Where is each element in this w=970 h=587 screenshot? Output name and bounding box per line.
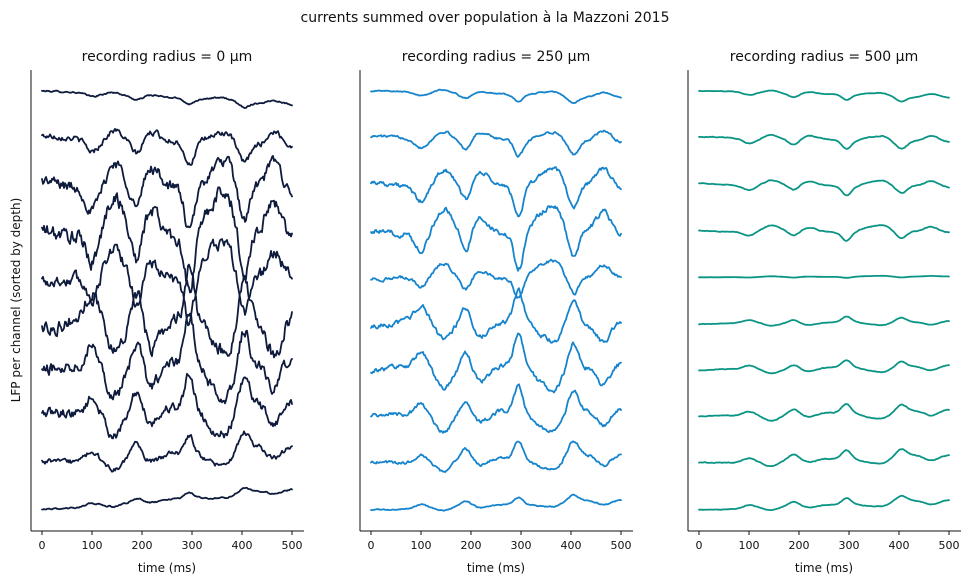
x-tick-label: 500 <box>939 539 960 552</box>
trace-group <box>698 89 950 512</box>
channel-trace-6 <box>370 287 622 344</box>
y-axis-label: LFP per channel (sorted by depth) <box>9 198 23 403</box>
channel-trace-6 <box>41 263 293 359</box>
channel-trace-3 <box>698 179 950 197</box>
x-tick-label: 500 <box>611 539 632 552</box>
channel-trace-7 <box>370 332 622 394</box>
trace-group <box>41 89 293 511</box>
panel-title: recording radius = 250 µm <box>402 49 590 65</box>
channel-trace-2 <box>370 129 622 158</box>
x-tick-label: 200 <box>132 539 153 552</box>
x-tick-label: 200 <box>789 539 810 552</box>
x-tick-label: 0 <box>696 539 703 552</box>
channel-trace-7 <box>698 359 950 375</box>
x-tick-label: 0 <box>368 539 375 552</box>
channel-trace-7 <box>41 312 293 405</box>
channel-trace-1 <box>370 88 622 105</box>
channel-trace-5 <box>370 258 622 299</box>
channel-trace-2 <box>41 127 293 166</box>
channel-trace-1 <box>41 89 293 109</box>
panel-1: recording radius = 250 µm 0 100 200 300 400 50… <box>359 49 633 575</box>
x-tick-label: 400 <box>889 539 910 552</box>
figure-suptitle: currents summed over population à la Maz… <box>301 10 670 26</box>
channel-trace-4 <box>698 224 950 242</box>
channel-trace-8 <box>370 383 622 434</box>
x-axis-label: time (ms) <box>795 561 853 575</box>
channel-trace-9 <box>41 430 293 473</box>
channel-trace-2 <box>698 133 950 150</box>
x-tick-label: 200 <box>461 539 482 552</box>
channel-trace-9 <box>698 448 950 468</box>
channel-trace-3 <box>370 166 622 218</box>
channel-trace-10 <box>41 486 293 511</box>
channel-trace-9 <box>370 440 622 474</box>
channel-trace-10 <box>370 493 622 512</box>
trace-group <box>370 88 622 512</box>
x-tick-label: 500 <box>282 539 303 552</box>
panel-0: recording radius = 0 µm 0 100 200 300 400 500 t… <box>30 49 304 575</box>
x-axis-label: time (ms) <box>467 561 525 575</box>
x-tick-label: 400 <box>232 539 253 552</box>
x-axis-label: time (ms) <box>138 561 196 575</box>
x-tick-label: 400 <box>561 539 582 552</box>
x-tick-label: 0 <box>39 539 46 552</box>
x-tick-label: 300 <box>182 539 203 552</box>
channel-trace-8 <box>41 372 293 440</box>
x-tick-label: 300 <box>511 539 532 552</box>
x-tick-label: 100 <box>411 539 432 552</box>
channel-trace-1 <box>698 89 950 103</box>
channel-trace-6 <box>698 315 950 327</box>
channel-trace-5 <box>41 238 293 327</box>
channel-trace-5 <box>698 274 950 279</box>
channel-trace-4 <box>41 186 293 294</box>
channel-trace-8 <box>698 403 950 422</box>
panel-title: recording radius = 0 µm <box>82 49 253 65</box>
x-tick-label: 100 <box>82 539 103 552</box>
panels-group: recording radius = 0 µm 0 100 200 300 400 500 t… <box>30 49 961 575</box>
channel-trace-4 <box>370 205 622 272</box>
panel-title: recording radius = 500 µm <box>730 49 918 65</box>
x-tick-label: 100 <box>739 539 760 552</box>
channel-trace-10 <box>698 494 950 512</box>
channel-trace-3 <box>41 154 293 229</box>
panel-2: recording radius = 500 µm 0 100 200 300 400 50… <box>687 49 961 575</box>
x-tick-label: 300 <box>839 539 860 552</box>
